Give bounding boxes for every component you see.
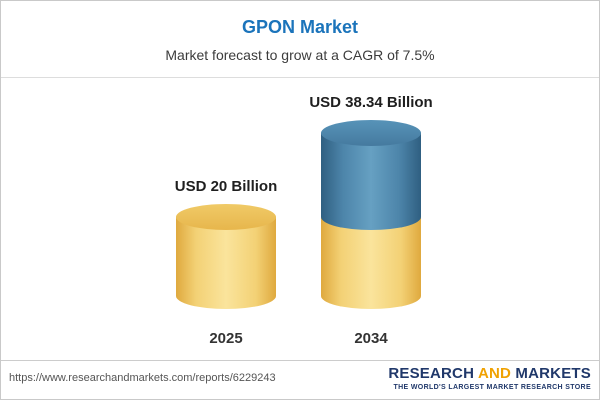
bar-2034-base-segment: [321, 217, 421, 309]
value-label-2034: USD 38.34 Billion: [309, 94, 433, 111]
brand-part2: MARKETS: [515, 364, 591, 382]
brand-tagline: THE WORLD'S LARGEST MARKET RESEARCH STOR…: [393, 384, 591, 392]
bar-2034-top-ellipse: [321, 120, 421, 146]
brand-and: AND: [477, 364, 512, 382]
header-divider: [1, 77, 599, 78]
bar-2034: [321, 120, 421, 309]
brand-logo: RESEARCH AND MARKETS THE WORLD'S LARGEST…: [388, 364, 591, 392]
bar-2034-growth-segment: [321, 133, 421, 230]
value-label-2025: USD 20 Billion: [174, 178, 278, 195]
bar-2025-top-ellipse: [176, 204, 276, 230]
footer-divider: [1, 360, 599, 361]
chart-title: GPON Market: [241, 17, 359, 37]
axis-label-2025: 2025: [209, 330, 243, 347]
brand-name: RESEARCH AND MARKETS: [388, 364, 591, 383]
chart-subtitle: Market forecast to grow at a CAGR of 7.5…: [165, 47, 435, 63]
axis-label-2034: 2034: [354, 330, 388, 347]
bar-2025-body: [176, 217, 276, 309]
report-url-link[interactable]: https://www.researchandmarkets.com/repor…: [9, 372, 276, 384]
brand-part1: RESEARCH: [388, 364, 475, 382]
bar-2025: [176, 204, 276, 309]
